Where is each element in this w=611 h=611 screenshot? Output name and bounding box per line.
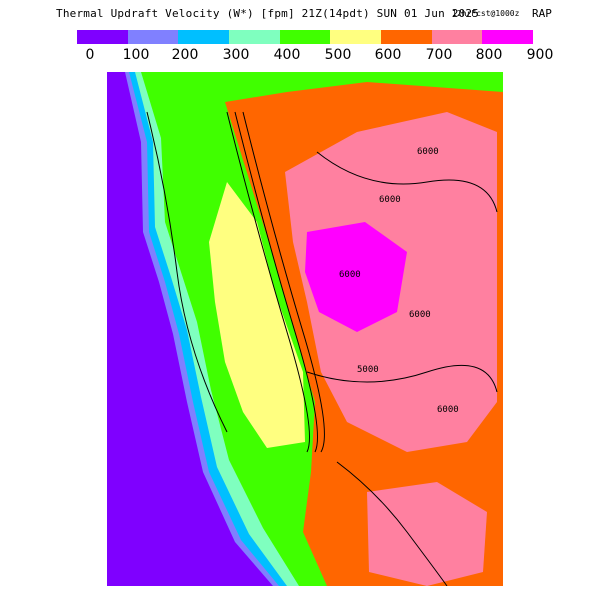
legend-tick-0: 0 (85, 47, 95, 63)
band-800-900 (305, 222, 407, 332)
legend-swatch-800-900 (482, 30, 534, 44)
legend-tick-800: 800 (475, 47, 503, 63)
contour-lines (146, 111, 498, 586)
contour-label: 5000 (357, 365, 379, 375)
map-panel: 6000 6000 6000 6000 5000 6000 (107, 72, 503, 586)
contour-line (316, 151, 498, 213)
legend-swatch-0-100 (77, 30, 128, 44)
contour-label: 6000 (409, 310, 431, 320)
legend-swatch-300-400 (229, 30, 280, 44)
legend-swatch-100-200 (127, 30, 179, 44)
legend-swatch-200-300 (178, 30, 230, 44)
contour-label: 6000 (379, 195, 401, 205)
chart-title: Thermal Updraft Velocity (W*) [fpm] 21Z(… (56, 7, 479, 20)
legend-tick-900: 900 (526, 47, 554, 63)
contour-line (226, 111, 310, 453)
contour-label: 6000 (437, 405, 459, 415)
legend-swatch-600-700 (381, 30, 432, 44)
contour-labels: 6000 6000 6000 6000 5000 6000 (339, 147, 459, 415)
legend-swatch-400-500 (279, 30, 331, 44)
model-label: RAP (532, 7, 552, 20)
contour-line (242, 111, 325, 453)
legend-tick-200: 200 (171, 47, 199, 63)
contour-line (146, 111, 228, 433)
legend-tick-400: 400 (273, 47, 301, 63)
legend-tick-300: 300 (222, 47, 250, 63)
band-700-800-south (367, 482, 487, 586)
title-bar: Thermal Updraft Velocity (W*) [fpm] 21Z(… (0, 7, 611, 23)
contour-label: 6000 (339, 270, 361, 280)
legend-tick-labels: 0 100 200 300 400 500 600 700 800 900 (0, 47, 611, 65)
color-legend-bar (77, 30, 534, 44)
contour-line (306, 364, 498, 393)
legend-tick-700: 700 (425, 47, 453, 63)
legend-swatch-700-800 (431, 30, 483, 44)
legend-tick-600: 600 (374, 47, 402, 63)
contour-line (234, 111, 318, 453)
contour-line (336, 461, 448, 586)
legend-swatch-500-600 (330, 30, 382, 44)
legend-tick-500: 500 (324, 47, 352, 63)
contour-label: 6000 (417, 147, 439, 157)
band-500-600 (209, 182, 305, 448)
forecast-run-label: 12hrFcst@1000z (452, 9, 520, 18)
legend-tick-100: 100 (122, 47, 150, 63)
